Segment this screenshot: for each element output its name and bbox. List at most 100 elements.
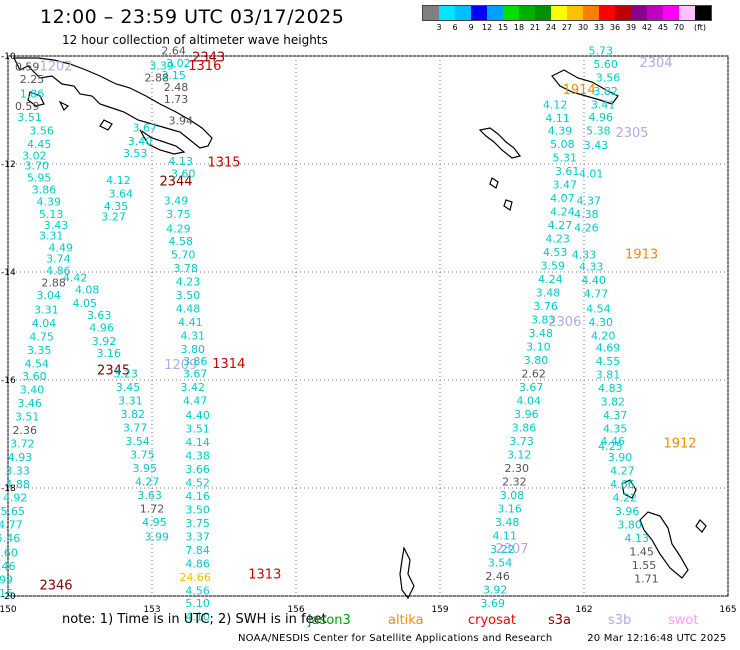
wave-height-value: 4.11 xyxy=(493,529,518,542)
wave-height-value: 3.49 xyxy=(164,195,189,208)
wave-height-value: 3.94 xyxy=(169,115,194,128)
wave-height-value: 5.46 xyxy=(0,532,20,545)
pass-time-label: 2304 xyxy=(639,56,672,71)
wave-height-value: 3.64 xyxy=(109,187,134,200)
wave-height-value: 4.56 xyxy=(185,584,210,597)
wave-height-value: 3.66 xyxy=(185,463,210,476)
wave-height-value: 4.86 xyxy=(185,557,210,570)
credit-text: NOAA/NESDIS Center for Satellite Applica… xyxy=(238,633,553,644)
wave-height-value: 0.59 xyxy=(15,61,40,74)
wave-height-value: 4.96 xyxy=(89,321,114,334)
wave-height-value: 5.08 xyxy=(550,138,575,151)
pass-time-label: 1314 xyxy=(212,357,245,372)
wave-height-value: 4.66 xyxy=(610,478,635,491)
wave-height-value: 3.48 xyxy=(529,327,554,340)
wave-height-value: 3.10 xyxy=(526,340,551,353)
wave-height-value: 1.72 xyxy=(140,502,165,515)
wave-height-value: 4.83 xyxy=(598,382,623,395)
wave-height-value: 3.73 xyxy=(509,435,534,448)
wave-height-value: 4.13 xyxy=(169,155,194,168)
wave-height-value: 4.12 xyxy=(106,174,131,187)
legend-tick-label: 15 xyxy=(497,23,509,32)
legend-swatch xyxy=(631,6,647,20)
wave-height-value: 3.16 xyxy=(97,347,122,360)
wave-height-value: 4.95 xyxy=(142,516,167,529)
wave-height-value: 4.29 xyxy=(166,223,191,236)
wave-height-value: 4.24 xyxy=(550,205,575,218)
wave-height-value: 3.31 xyxy=(34,304,59,317)
wave-height-value: 3.56 xyxy=(29,124,54,137)
wave-height-value: 3.50 xyxy=(185,503,210,516)
wave-height-value: 4.45 xyxy=(27,138,52,151)
wave-height-value: 0.59 xyxy=(15,100,40,113)
wave-height-value: 5.60 xyxy=(0,547,18,560)
wave-height-value: 24.66 xyxy=(179,571,211,584)
color-legend: 3 6 9 12 15 18 21 24 27 30 33 36 39 42 45 70 (ft) xyxy=(422,5,712,33)
latitude-tick-label: -18 xyxy=(1,484,16,494)
wave-height-value: 4.30 xyxy=(589,316,614,329)
wave-height-value: 4.38 xyxy=(185,449,210,462)
wave-height-value: 2.88 xyxy=(145,71,170,84)
wave-height-value: 3.12 xyxy=(507,448,532,461)
wave-height-value: 3.74 xyxy=(46,252,71,265)
legend-tick-label: 27 xyxy=(561,23,573,32)
footer-note: note: 1) Time is in UTC; 2) SWH is in fe… xyxy=(62,612,327,627)
wave-height-value: 3.61 xyxy=(555,165,580,178)
wave-height-value: 3.80 xyxy=(181,343,206,356)
island-coast xyxy=(503,199,513,211)
island-coast xyxy=(99,119,113,131)
legend-swatch xyxy=(599,6,615,20)
longitude-tick-label: 156 xyxy=(287,605,304,615)
wave-height-value: 2.25 xyxy=(20,73,45,86)
wave-height-value: 3.56 xyxy=(596,71,621,84)
wave-height-value: 4.39 xyxy=(37,196,62,209)
wave-height-value: 4.04 xyxy=(32,317,57,330)
wave-height-value: 3.15 xyxy=(161,69,186,82)
wave-height-value: 3.60 xyxy=(171,168,196,181)
island-coast xyxy=(551,69,619,105)
wave-height-value: 2.36 xyxy=(13,424,38,437)
legend-tick-label: 30 xyxy=(577,23,589,32)
legend-swatch xyxy=(647,6,663,20)
legend-tick-label: 9 xyxy=(468,23,474,32)
wave-height-value: 4.23 xyxy=(545,232,570,245)
wave-height-value: 3.96 xyxy=(615,505,640,518)
legend-swatch xyxy=(503,6,519,20)
wave-height-value: 3.50 xyxy=(176,289,201,302)
wave-height-value: 4.55 xyxy=(596,355,621,368)
wave-height-value: 3.41 xyxy=(591,98,616,111)
pass-time-label: 2306 xyxy=(548,315,581,330)
wave-height-value: 4.27 xyxy=(548,219,573,232)
wave-height-value: 4.52 xyxy=(185,476,210,489)
wave-height-value: 3.75 xyxy=(185,517,210,530)
legend-label-row: 3 6 9 12 15 18 21 24 27 30 33 36 39 42 45 70 (ft) xyxy=(422,21,712,33)
wave-height-value: 4.39 xyxy=(548,124,573,137)
wave-height-value: 3.67 xyxy=(133,122,158,135)
island-coast xyxy=(695,519,707,533)
wave-height-value: 4.42 xyxy=(63,272,88,285)
wave-height-value: 3.78 xyxy=(173,262,198,275)
wave-height-value: 3.48 xyxy=(495,516,520,529)
wave-height-value: 4.37 xyxy=(577,195,602,208)
wave-height-value: 4.58 xyxy=(169,235,194,248)
legend-swatch xyxy=(439,6,455,20)
legend-tick-label: 18 xyxy=(513,23,525,32)
wave-height-value: 4.01 xyxy=(579,168,604,181)
wave-height-value: 4.92 xyxy=(3,492,28,505)
wave-height-value: 1.55 xyxy=(632,559,657,572)
wave-height-value: 2.32 xyxy=(502,475,527,488)
legend-tick-label: 39 xyxy=(625,23,637,32)
wave-height-value: 4.23 xyxy=(176,276,201,289)
legend-swatch xyxy=(679,6,695,20)
wave-height-value: 4.99 xyxy=(0,574,13,587)
legend-tick-label: 24 xyxy=(545,23,557,32)
wave-height-value: 3.80 xyxy=(617,519,642,532)
pass-time-label: 2305 xyxy=(615,126,648,141)
wave-height-value: 4.25 xyxy=(598,440,623,453)
island-coast xyxy=(639,511,689,579)
wave-height-value: 4.16 xyxy=(185,490,210,503)
wave-height-value: 5.70 xyxy=(171,249,196,262)
legend-swatch xyxy=(487,6,503,20)
wave-height-value: 3.46 xyxy=(17,397,42,410)
